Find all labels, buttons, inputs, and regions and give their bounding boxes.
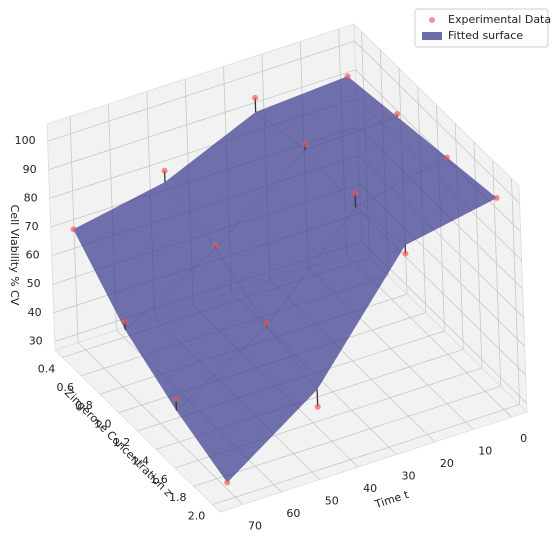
z-tick-label: 100 [15,134,36,147]
z-tick-label: 30 [29,334,43,347]
x-tick-label: 40 [363,482,377,495]
y-tick-label: 1.0 [94,418,112,431]
x-tick-label: 30 [402,470,416,483]
data-point [314,403,321,410]
z-tick-label: 80 [24,191,38,204]
data-point [121,318,128,325]
x-tick-label: 10 [478,445,492,458]
y-tick-label: 1.4 [132,454,150,467]
y-tick-label: 1.6 [150,473,168,486]
labels: 0 10 20 30 40 50 60 70 0.40.60.81.01.21.41.61.82… [15,134,528,532]
y-tick-label: 1.2 [113,436,131,449]
legend-box [414,8,549,48]
data-point [493,194,500,201]
legend-marker [429,17,435,23]
x-tick-label: 70 [248,520,262,533]
grid-line [354,40,520,204]
z-axis-title: Cell Viability % CV [8,205,21,306]
z-tick-label: 50 [27,277,41,290]
data-point [70,226,77,233]
z-tick-label: 40 [28,306,42,319]
grid-line [212,404,520,506]
data-point [344,73,351,80]
x-tick-label: 0 [520,432,527,445]
legend-label: Fitted surface [448,29,523,42]
z-tick-label: 70 [25,220,39,233]
data-point [302,141,309,148]
data-point [252,94,259,101]
marks [70,73,500,486]
data-point [212,242,219,249]
legend-marker [422,32,442,40]
x-tick-label: 50 [325,495,339,508]
y-tick-label: 2.0 [188,510,206,523]
grid-line [193,385,501,487]
data-point [443,154,450,161]
y-tick-label: 0.6 [57,381,75,394]
surface [73,76,498,483]
y-tick-label: 1.8 [169,491,187,504]
data-point [161,167,168,174]
grid-line [47,40,355,142]
data-point [402,250,409,257]
y-tick-label: 0.4 [38,362,56,375]
y-tick-label: 0.8 [75,399,93,412]
x-axis-title: Time t [372,488,411,512]
data-point [352,190,359,197]
x-tick-label: 60 [286,507,300,520]
z-tick-label: 60 [26,249,40,262]
z-tick-label: 90 [23,163,37,176]
data-point [224,479,231,486]
legend-label: Experimental Data [448,13,551,26]
data-point [173,396,180,403]
legend: Experimental Data Fitted surface [414,8,551,48]
data-point [394,111,401,118]
data-point [263,320,270,327]
grid-line [48,69,356,171]
x-tick-label: 20 [440,457,454,470]
